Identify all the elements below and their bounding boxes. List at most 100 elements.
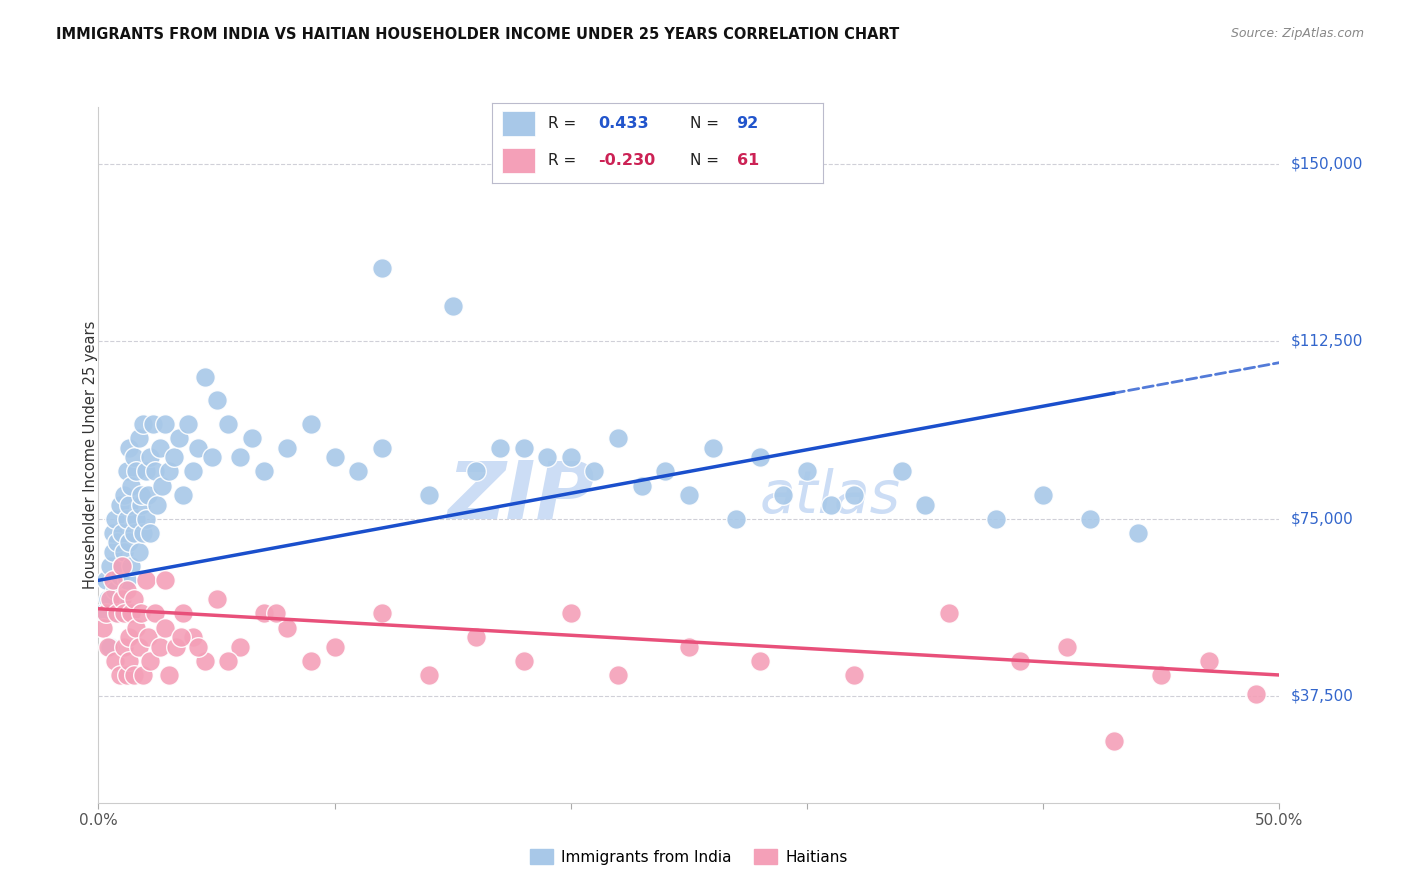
- Point: [630, 478, 652, 492]
- Text: R =: R =: [548, 116, 576, 131]
- Point: [101, 545, 124, 559]
- Point: [97, 592, 120, 607]
- Point: [165, 640, 187, 654]
- Point: [177, 417, 200, 432]
- Point: [229, 640, 252, 654]
- Point: [111, 526, 134, 541]
- Point: [122, 526, 145, 541]
- Point: [115, 668, 138, 682]
- Point: [121, 478, 143, 492]
- Text: N =: N =: [690, 116, 720, 131]
- Point: [136, 488, 159, 502]
- Point: [205, 592, 228, 607]
- Point: [136, 630, 159, 644]
- Point: [418, 668, 440, 682]
- Point: [112, 545, 135, 559]
- Point: [678, 488, 700, 502]
- Point: [98, 592, 121, 607]
- Point: [1056, 640, 1078, 654]
- Point: [253, 465, 276, 479]
- Point: [205, 393, 228, 408]
- Point: [347, 465, 370, 479]
- Point: [512, 654, 534, 668]
- Point: [112, 488, 135, 502]
- Point: [135, 512, 157, 526]
- Point: [323, 450, 346, 465]
- Point: [94, 574, 117, 588]
- Point: [128, 431, 150, 445]
- Point: [135, 574, 157, 588]
- Point: [163, 450, 186, 465]
- Point: [122, 668, 145, 682]
- Text: R =: R =: [548, 153, 576, 168]
- Point: [129, 488, 152, 502]
- Point: [890, 465, 912, 479]
- Point: [118, 630, 141, 644]
- Point: [772, 488, 794, 502]
- Point: [194, 369, 217, 384]
- Point: [111, 559, 134, 574]
- Point: [111, 592, 134, 607]
- Point: [111, 559, 134, 574]
- Point: [702, 441, 724, 455]
- Point: [1198, 654, 1220, 668]
- Point: [194, 654, 217, 668]
- Point: [181, 465, 204, 479]
- Point: [94, 607, 117, 621]
- Point: [128, 640, 150, 654]
- Point: [128, 545, 150, 559]
- Point: [153, 574, 176, 588]
- Point: [1102, 734, 1125, 748]
- Point: [465, 465, 488, 479]
- Point: [118, 654, 141, 668]
- Point: [91, 621, 114, 635]
- Point: [121, 559, 143, 574]
- Point: [112, 640, 135, 654]
- Point: [938, 607, 960, 621]
- Text: 61: 61: [737, 153, 759, 168]
- Point: [607, 668, 630, 682]
- Bar: [502, 147, 536, 173]
- Point: [264, 607, 287, 621]
- Point: [748, 654, 770, 668]
- Point: [560, 450, 582, 465]
- Legend: Immigrants from India, Haitians: Immigrants from India, Haitians: [530, 849, 848, 864]
- Point: [583, 465, 606, 479]
- Point: [149, 640, 172, 654]
- Point: [512, 441, 534, 455]
- Point: [153, 621, 176, 635]
- Text: 0.433: 0.433: [598, 116, 648, 131]
- Point: [1150, 668, 1173, 682]
- Point: [276, 441, 298, 455]
- Point: [1244, 687, 1267, 701]
- Point: [489, 441, 512, 455]
- Point: [101, 574, 124, 588]
- Point: [172, 488, 194, 502]
- Point: [139, 450, 162, 465]
- Point: [112, 607, 135, 621]
- Point: [725, 512, 748, 526]
- Point: [122, 450, 145, 465]
- Point: [323, 640, 346, 654]
- Point: [1080, 512, 1102, 526]
- Point: [465, 630, 488, 644]
- Point: [118, 441, 141, 455]
- Point: [1126, 526, 1149, 541]
- Point: [98, 559, 121, 574]
- Point: [157, 668, 180, 682]
- Point: [125, 465, 148, 479]
- Point: [181, 630, 204, 644]
- Point: [167, 431, 190, 445]
- Text: ZIP: ZIP: [447, 458, 595, 536]
- Point: [299, 654, 322, 668]
- Point: [108, 498, 131, 512]
- Point: [441, 299, 464, 313]
- Point: [132, 668, 155, 682]
- Point: [104, 512, 127, 526]
- Point: [187, 441, 209, 455]
- Point: [984, 512, 1007, 526]
- Point: [125, 621, 148, 635]
- Point: [371, 260, 394, 275]
- Text: 92: 92: [737, 116, 759, 131]
- Text: Source: ZipAtlas.com: Source: ZipAtlas.com: [1230, 27, 1364, 40]
